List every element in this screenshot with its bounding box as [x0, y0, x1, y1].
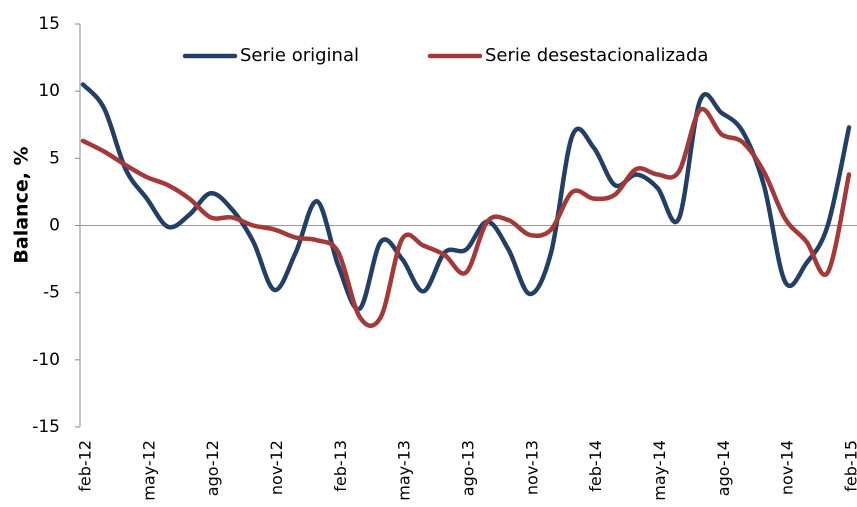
series-line: [80, 82, 852, 312]
x-tick-label: ago-12: [203, 440, 222, 496]
y-tick-label: -10: [32, 350, 60, 370]
y-tick-label: 5: [49, 148, 60, 168]
legend-label: Serie desestacionalizada: [485, 45, 708, 66]
x-tick-label: may-13: [395, 440, 414, 501]
x-tick-label: may-12: [139, 440, 158, 501]
y-tick-label: -5: [43, 283, 60, 303]
y-tick-label: -15: [32, 417, 60, 437]
y-tick-label: 10: [38, 81, 60, 101]
y-tick-label: 15: [38, 14, 60, 34]
y-axis-label: Balance, %: [11, 146, 33, 263]
series-line: [80, 106, 852, 328]
x-tick-label: ago-14: [714, 440, 733, 496]
x-tick-label: nov-13: [522, 440, 541, 495]
legend-label: Serie original: [240, 45, 359, 66]
x-tick-label: may-14: [650, 440, 669, 501]
x-tick-label: feb-12: [76, 440, 95, 492]
x-tick-label: feb-13: [331, 440, 350, 492]
x-tick-label: ago-13: [459, 440, 478, 496]
x-tick-label: feb-15: [842, 440, 857, 492]
x-tick-label: nov-12: [267, 440, 286, 495]
x-tick-label: feb-14: [586, 440, 605, 492]
y-tick-label: 0: [49, 216, 60, 236]
x-tick-label: nov-14: [778, 440, 797, 495]
